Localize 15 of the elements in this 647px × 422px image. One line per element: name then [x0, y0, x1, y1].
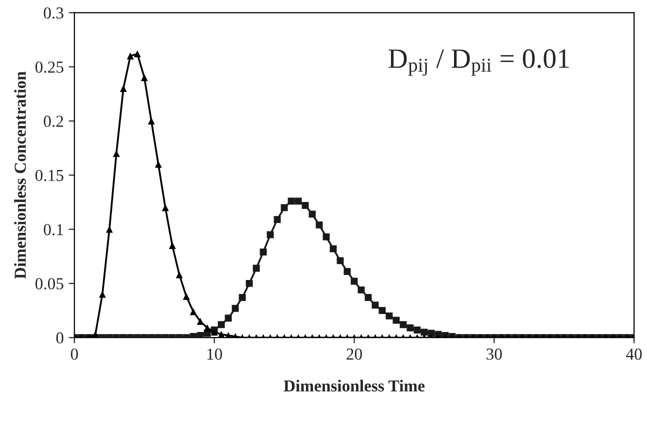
x-tick-label: 40	[626, 348, 642, 360]
y-tick-label: 0.15	[35, 170, 64, 182]
y-tick-label: 0.2	[44, 116, 64, 127]
y-tick-label: 0	[56, 332, 64, 344]
x-tick-label: 30	[486, 348, 502, 360]
x-tick-label: 0	[70, 348, 78, 360]
annotation: D$_{pij}$ / D$_{pii}$ = 0.01	[388, 49, 569, 76]
y-tick-label: 0.05	[35, 278, 64, 290]
y-tick-label: 0.25	[35, 62, 64, 73]
x-tick-label: 20	[346, 348, 362, 360]
y-tick-label: 0.3	[44, 7, 64, 19]
x-axis-title: Dimensionless Time	[284, 380, 425, 392]
y-tick-label: 0.1	[44, 224, 63, 236]
x-tick-label: 10	[207, 348, 222, 360]
y-axis-title: Dimensionless Concentration	[14, 71, 26, 279]
